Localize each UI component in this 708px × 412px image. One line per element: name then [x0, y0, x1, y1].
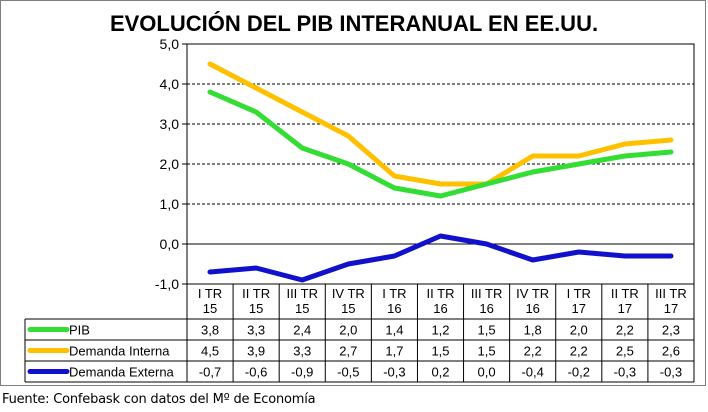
- data-label: 1,5: [478, 323, 496, 338]
- category-label: 16: [387, 301, 401, 316]
- series-line-pib: [207, 89, 674, 199]
- data-label: 1,4: [385, 323, 403, 338]
- data-label: -0,3: [383, 365, 405, 380]
- y-tick-label: 1,0: [160, 196, 180, 212]
- category-label: 17: [664, 301, 678, 316]
- data-label: 2,3: [662, 323, 680, 338]
- legend-label: PIB: [69, 323, 90, 338]
- category-label: IV TR: [516, 286, 549, 301]
- series-line-demanda-interna: [207, 61, 674, 187]
- data-label: -0,5: [337, 365, 359, 380]
- y-tick-label: -1,0: [155, 276, 179, 292]
- category-label: I TR: [567, 286, 591, 301]
- category-label: III TR: [655, 286, 687, 301]
- chart-frame: [0, 0, 706, 386]
- data-label: -0,4: [521, 365, 543, 380]
- data-label: 3,3: [293, 344, 311, 359]
- data-label: -0,2: [568, 365, 590, 380]
- source-note: Fuente: Confebask con datos del Mº de Ec…: [2, 392, 316, 407]
- legend-label: Demanda Interna: [69, 344, 170, 359]
- data-label: 0,2: [431, 365, 449, 380]
- legend-label: Demanda Externa: [69, 365, 175, 380]
- data-label: 1,5: [431, 344, 449, 359]
- y-tick-label: 2,0: [160, 156, 180, 172]
- category-label: 16: [525, 301, 539, 316]
- data-label: -0,3: [614, 365, 636, 380]
- category-label: 15: [341, 301, 355, 316]
- data-label: -0,9: [291, 365, 313, 380]
- data-label: 2,5: [616, 344, 634, 359]
- y-tick-label: 5,0: [160, 36, 180, 52]
- data-label: 2,0: [570, 323, 588, 338]
- category-label: 16: [433, 301, 447, 316]
- plot-area: [186, 43, 695, 285]
- category-label: I TR: [382, 286, 406, 301]
- data-label: 3,8: [201, 323, 219, 338]
- data-label: 2,6: [662, 344, 680, 359]
- category-label: III TR: [471, 286, 503, 301]
- data-label: 3,9: [247, 344, 265, 359]
- data-label: 4,5: [201, 344, 219, 359]
- data-label: 2,2: [616, 323, 634, 338]
- data-label: 2,4: [293, 323, 311, 338]
- category-label: I TR: [198, 286, 222, 301]
- data-label: 2,0: [339, 323, 357, 338]
- category-label: 15: [249, 301, 263, 316]
- data-label: 3,3: [247, 323, 265, 338]
- data-label: -0,7: [199, 365, 221, 380]
- y-tick-label: 3,0: [160, 116, 180, 132]
- data-label: -0,6: [245, 365, 267, 380]
- chart-title: EVOLUCIÓN DEL PIB INTERANUAL EN EE.UU.: [110, 11, 598, 36]
- category-label: III TR: [286, 286, 318, 301]
- y-tick-label: 0,0: [160, 236, 180, 252]
- category-label: II TR: [427, 286, 455, 301]
- data-label: 0,0: [478, 365, 496, 380]
- category-label: 15: [203, 301, 217, 316]
- category-label: 16: [479, 301, 493, 316]
- category-label: II TR: [242, 286, 270, 301]
- category-label: II TR: [611, 286, 639, 301]
- data-label: 1,7: [385, 344, 403, 359]
- category-label: 17: [618, 301, 632, 316]
- series-line-demanda-externa: [207, 233, 674, 283]
- data-label: 2,2: [524, 344, 542, 359]
- data-label: 1,2: [431, 323, 449, 338]
- category-label: 17: [572, 301, 586, 316]
- pib-chart: EVOLUCIÓN DEL PIB INTERANUAL EN EE.UU. -1…: [24, 11, 695, 383]
- data-label: 1,8: [524, 323, 542, 338]
- category-label: IV TR: [332, 286, 365, 301]
- data-label: 2,7: [339, 344, 357, 359]
- y-tick-label: 4,0: [160, 76, 180, 92]
- data-label: -0,3: [660, 365, 682, 380]
- data-label: 1,5: [478, 344, 496, 359]
- category-label: 15: [295, 301, 309, 316]
- data-label: 2,2: [570, 344, 588, 359]
